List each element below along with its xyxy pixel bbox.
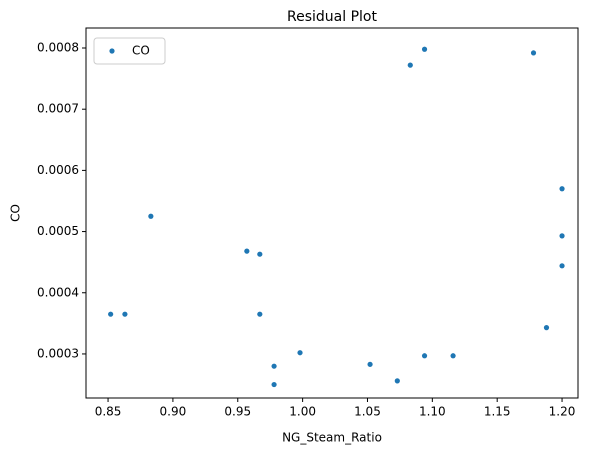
point [244, 248, 250, 254]
point [407, 62, 413, 68]
point [271, 363, 277, 369]
x-tick-label: 1.10 [419, 405, 446, 419]
point [367, 361, 373, 367]
point [257, 251, 263, 257]
chart-title: Residual Plot [287, 9, 377, 25]
point [543, 325, 550, 331]
x-tick-label: 1.05 [354, 405, 381, 419]
legend-marker [109, 48, 115, 54]
y-tick-label: 0.0006 [37, 163, 79, 177]
point [271, 381, 277, 388]
x-axis-label: NG_Steam_Ratio [282, 431, 382, 445]
point [257, 311, 263, 317]
point [530, 50, 537, 56]
x-tick-label: 0.85 [95, 405, 122, 419]
y-tick-label: 0.0003 [37, 346, 79, 360]
y-tick-label: 0.0008 [37, 41, 79, 55]
point [108, 311, 114, 317]
point [297, 350, 303, 356]
y-tick-label: 0.0004 [37, 285, 79, 299]
point [394, 378, 400, 384]
x-tick-label: 1.15 [484, 405, 511, 419]
point [450, 353, 456, 359]
y-tick-label: 0.0007 [37, 102, 79, 116]
point [421, 46, 428, 52]
point [421, 353, 428, 359]
x-tick-label: 0.90 [160, 405, 187, 419]
x-tick-label: 0.95 [224, 405, 251, 419]
point [559, 263, 565, 269]
y-tick-label: 0.0005 [37, 224, 79, 238]
plot-frame [85, 27, 579, 399]
x-tick-label: 1.20 [549, 405, 576, 419]
point [122, 311, 128, 317]
legend-box [93, 37, 166, 65]
point [559, 186, 565, 192]
point [148, 213, 154, 219]
legend-label: CO [132, 44, 150, 58]
x-tick-label: 1.00 [289, 405, 316, 419]
y-axis-label: CO [9, 204, 23, 222]
point [559, 233, 565, 239]
